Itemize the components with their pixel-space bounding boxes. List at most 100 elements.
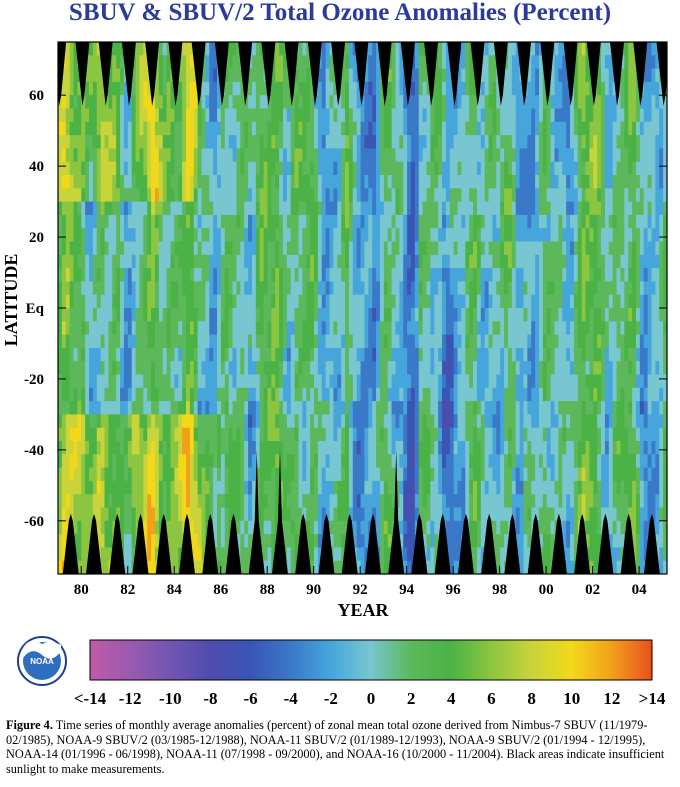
- heatmap-cell: [364, 55, 369, 70]
- heatmap-cell: [178, 534, 183, 548]
- heatmap-cell: [438, 201, 443, 216]
- heatmap-cell: [92, 467, 98, 482]
- heatmap-cell: [302, 347, 307, 362]
- heatmap-cell: [403, 387, 408, 402]
- heatmap-cell: [376, 121, 381, 136]
- heatmap-cell: [376, 374, 381, 389]
- heatmap-cell: [430, 361, 435, 376]
- heatmap-cell: [205, 321, 210, 336]
- heatmap-cell: [201, 108, 206, 123]
- heatmap-cell: [135, 427, 141, 442]
- heatmap-cell: [286, 121, 292, 136]
- heatmap-cell: [457, 294, 463, 309]
- heatmap-cell: [368, 374, 373, 389]
- heatmap-cell: [259, 507, 265, 522]
- heatmap-cell: [453, 507, 459, 522]
- heatmap-cell: [333, 294, 338, 309]
- heatmap-cell: [259, 81, 265, 96]
- heatmap-cell: [77, 281, 82, 296]
- heatmap-cell: [228, 414, 234, 429]
- heatmap-cell: [182, 228, 187, 243]
- heatmap-cell: [438, 294, 443, 309]
- heatmap-cell: [201, 347, 206, 362]
- heatmap-cell: [100, 321, 106, 336]
- heatmap-cell: [147, 334, 152, 349]
- heatmap-cell: [325, 42, 331, 56]
- heatmap-cell: [306, 135, 311, 149]
- heatmap-cell: [232, 175, 238, 189]
- heatmap-cell: [504, 95, 509, 110]
- heatmap-cell: [108, 135, 113, 149]
- heatmap-cell: [488, 334, 494, 349]
- heatmap-cell: [527, 241, 532, 256]
- heatmap-cell: [391, 334, 397, 349]
- heatmap-cell: [535, 81, 540, 96]
- heatmap-cell: [410, 547, 416, 562]
- heatmap-cell: [120, 401, 125, 415]
- heatmap-cell: [205, 441, 210, 455]
- heatmap-cell: [232, 68, 238, 83]
- heatmap-cell: [461, 55, 466, 70]
- heatmap-cell: [166, 441, 172, 455]
- heatmap-cell: [333, 480, 338, 495]
- heatmap-cell: [317, 95, 323, 110]
- heatmap-cell: [476, 95, 482, 110]
- heatmap-cell: [112, 214, 117, 229]
- heatmap-cell: [314, 520, 319, 535]
- heatmap-cell: [317, 201, 323, 216]
- heatmap-cell: [147, 414, 152, 429]
- heatmap-cell: [143, 68, 148, 83]
- heatmap-cell: [480, 387, 486, 402]
- heatmap-cell: [197, 387, 203, 402]
- heatmap-cell: [186, 175, 191, 189]
- heatmap-cell: [279, 254, 284, 269]
- heatmap-cell: [438, 361, 443, 376]
- heatmap-cell: [519, 175, 525, 189]
- heatmap-cell: [244, 281, 249, 296]
- heatmap-cell: [131, 520, 137, 535]
- heatmap-cell: [154, 241, 160, 256]
- heatmap-cell: [511, 42, 517, 56]
- heatmap-cell: [535, 441, 540, 455]
- heatmap-cell: [217, 201, 222, 216]
- heatmap-cell: [403, 201, 408, 216]
- heatmap-cell: [407, 441, 412, 455]
- heatmap-cell: [302, 281, 307, 296]
- heatmap-cell: [395, 95, 400, 110]
- heatmap-cell: [519, 268, 525, 282]
- heatmap-cell: [151, 135, 156, 149]
- heatmap-cell: [290, 321, 296, 336]
- heatmap-cell: [217, 480, 222, 495]
- heatmap-cell: [484, 347, 490, 362]
- heatmap-cell: [519, 321, 525, 336]
- heatmap-cell: [438, 387, 443, 402]
- heatmap-cell: [116, 480, 121, 495]
- heatmap-cell: [217, 135, 222, 149]
- heatmap-cell: [341, 108, 346, 123]
- heatmap-cell: [484, 241, 490, 256]
- heatmap-cell: [61, 507, 67, 522]
- heatmap-cell: [407, 188, 412, 203]
- heatmap-cell: [127, 308, 133, 322]
- heatmap-cell: [422, 374, 428, 389]
- heatmap-cell: [170, 81, 175, 96]
- heatmap-cell: [271, 308, 276, 322]
- heatmap-cell: [186, 42, 191, 56]
- heatmap-cell: [387, 254, 393, 269]
- heatmap-cell: [123, 347, 129, 362]
- heatmap-cell: [120, 148, 125, 163]
- heatmap-cell: [244, 427, 249, 442]
- heatmap-cell: [445, 108, 451, 123]
- heatmap-cell: [391, 347, 397, 362]
- heatmap-cell: [92, 254, 98, 269]
- heatmap-cell: [329, 228, 335, 243]
- heatmap-cell: [469, 374, 474, 389]
- heatmap-cell: [535, 95, 540, 110]
- heatmap-cell: [275, 334, 280, 349]
- heatmap-cell: [484, 161, 490, 176]
- heatmap-cell: [251, 81, 257, 96]
- heatmap-cell: [267, 507, 272, 522]
- heatmap-cell: [244, 387, 249, 402]
- heatmap-cell: [535, 241, 540, 256]
- heatmap-cell: [399, 414, 404, 429]
